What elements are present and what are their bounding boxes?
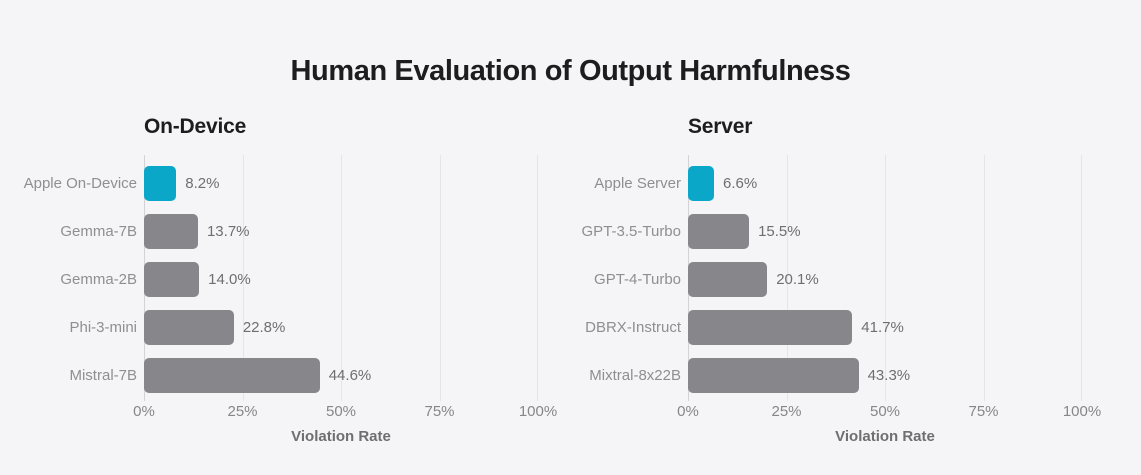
on-device-chart-title: On-Device (144, 115, 247, 138)
value-label: 22.8% (242, 318, 286, 336)
on-device-plot: 8.2% 13.7% 14.0% 22.8% 44.6% (144, 155, 538, 401)
tick-label: 75% (424, 403, 455, 420)
value-label: 6.6% (723, 174, 758, 192)
bar-mixtral-8x22b (688, 357, 859, 393)
tick-label: 25% (227, 403, 258, 420)
value-label: 41.7% (861, 318, 904, 336)
value-label: 8.2% (185, 174, 220, 192)
bar-row: 22.8% (144, 303, 538, 351)
x-axis-title: Violation Rate (835, 428, 935, 445)
bar-gemma-7b (144, 213, 198, 249)
tick-label: 0% (133, 403, 155, 420)
row-label: GPT-4-Turbo (594, 270, 681, 288)
on-device-category-labels: Apple On-Device Gemma-7B Gemma-2B Phi-3-… (20, 159, 144, 399)
bar-row: 15.5% (688, 207, 1082, 255)
bar-gemma-2b (144, 261, 200, 297)
bar-row: 20.1% (688, 255, 1082, 303)
tick-label: 0% (677, 403, 699, 420)
server-category-labels: Apple Server GPT-3.5-Turbo GPT-4-Turbo D… (564, 159, 688, 399)
value-label: 14.0% (208, 270, 251, 288)
tick-label: 100% (1062, 403, 1102, 420)
tick-label: 50% (869, 403, 901, 420)
figure-title: Human Evaluation of Output Harmfulness (290, 55, 851, 87)
value-label: 44.6% (328, 366, 372, 384)
server-plot-area: Apple Server GPT-3.5-Turbo GPT-4-Turbo D… (564, 155, 1082, 401)
row-label: Gemma-7B (60, 222, 137, 240)
bar-gpt-4-turbo (688, 261, 768, 297)
bar-row: 43.3% (688, 351, 1082, 399)
bar-gpt-3-5-turbo (688, 213, 750, 249)
server-plot: 6.6% 15.5% 20.1% 41.7% 43.3% (688, 155, 1082, 401)
bar-apple-server (688, 165, 714, 201)
tick-label: 75% (968, 403, 999, 420)
row-label: Apple Server (594, 174, 681, 192)
tick-label: 25% (771, 403, 802, 420)
row-label: Phi-3-mini (69, 318, 137, 336)
value-label: 20.1% (776, 270, 819, 288)
bar-row: 8.2% (144, 159, 538, 207)
server-chart-title: Server (688, 115, 753, 138)
value-label: 15.5% (758, 222, 801, 240)
row-label: Mixtral-8x22B (589, 366, 681, 384)
row-label: Apple On-Device (23, 174, 137, 192)
x-axis: 0% 25% 50% 75% 100% (677, 403, 1101, 420)
bar-row: 14.0% (144, 255, 538, 303)
row-label: GPT-3.5-Turbo (581, 222, 681, 240)
server-chart: Server Apple Server GPT-3.5-Turbo GPT-4-… (564, 112, 1102, 445)
bar-apple-on-device (144, 165, 177, 201)
bar-row: 6.6% (688, 159, 1082, 207)
row-label: DBRX-Instruct (585, 318, 681, 336)
bar-row: 13.7% (144, 207, 538, 255)
on-device-chart: On-Device Apple On-Device Gemma-7B Gemma… (20, 112, 558, 445)
bar-dbrx-instruct (688, 309, 853, 345)
value-label: 13.7% (206, 222, 250, 240)
x-axis-title: Violation Rate (291, 428, 391, 445)
row-label: Mistral-7B (69, 366, 137, 384)
row-label: Gemma-2B (60, 270, 137, 288)
bar-row: 41.7% (688, 303, 1082, 351)
tick-label: 50% (325, 403, 357, 420)
bar-phi-3-mini (144, 309, 234, 345)
bar-row: 44.6% (144, 351, 538, 399)
value-label: 43.3% (867, 366, 911, 384)
x-axis: 0% 25% 50% 75% 100% (133, 403, 557, 420)
bar-mistral-7b (144, 357, 320, 393)
on-device-plot-area: Apple On-Device Gemma-7B Gemma-2B Phi-3-… (20, 155, 538, 401)
tick-label: 100% (518, 403, 558, 420)
